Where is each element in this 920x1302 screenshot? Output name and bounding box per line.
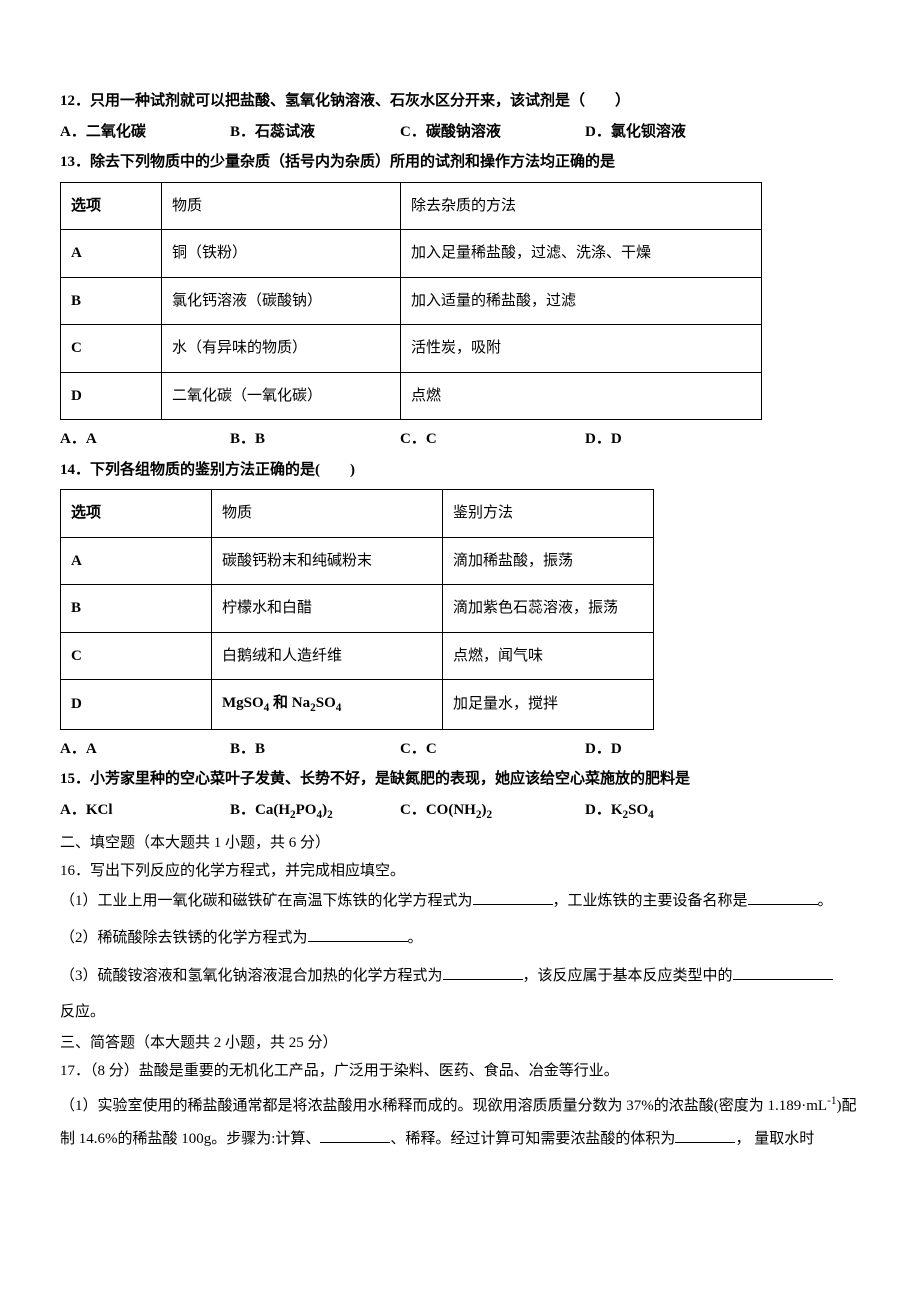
q16-p1b: ，工业炼铁的主要设备名称是 xyxy=(553,893,748,909)
q16-p3: （3）硫酸铵溶液和氢氧化钠溶液混合加热的化学方程式为 ，该反应属于基本反应类型中的 xyxy=(60,964,860,988)
q13-opt-b: B．B xyxy=(230,428,400,451)
table-row: D 二氧化碳（一氧化碳） 点燃 xyxy=(61,372,762,420)
q13-opt-d: D．D xyxy=(585,428,622,451)
q16-p3c: 反应。 xyxy=(60,1001,860,1024)
cell-method: 点燃，闻气味 xyxy=(443,632,654,680)
cell-method: 滴加稀盐酸，振荡 xyxy=(443,537,654,585)
blank xyxy=(320,1127,390,1143)
cell-substance: 二氧化碳（一氧化碳） xyxy=(162,372,401,420)
header-substance: 物质 xyxy=(162,182,401,230)
q16-p2a: （2）稀硫酸除去铁锈的化学方程式为 xyxy=(60,930,308,946)
cell-method: 加入适量的稀盐酸，过滤 xyxy=(401,277,762,325)
q15-opt-d: D．K2SO4 xyxy=(585,799,654,824)
table-row: B 氯化钙溶液（碳酸钠） 加入适量的稀盐酸，过滤 xyxy=(61,277,762,325)
cell-opt: C xyxy=(61,632,212,680)
q16-text: 16．写出下列反应的化学方程式，并完成相应填空。 xyxy=(60,860,860,883)
q15-options: A．KCl B．Ca(H2PO4)2 C．CO(NH2)2 D．K2SO4 xyxy=(60,799,860,824)
q14-opt-d: D．D xyxy=(585,738,622,761)
table-row: A 铜（铁粉） 加入足量稀盐酸，过滤、洗涤、干燥 xyxy=(61,230,762,278)
cell-method: 加入足量稀盐酸，过滤、洗涤、干燥 xyxy=(401,230,762,278)
q12-opt-d: D．氯化钡溶液 xyxy=(585,121,686,144)
q16-p2b: 。 xyxy=(408,930,423,946)
q17-p1c: ， 量取水时 xyxy=(735,1131,814,1147)
cell-substance: 水（有异味的物质） xyxy=(162,325,401,373)
blank xyxy=(733,964,833,980)
blank xyxy=(675,1127,735,1143)
header-option: 选项 xyxy=(61,182,162,230)
cell-method: 点燃 xyxy=(401,372,762,420)
q14-opt-c: C．C xyxy=(400,738,585,761)
table-row: C 白鹅绒和人造纤维 点燃，闻气味 xyxy=(61,632,654,680)
cell-opt: B xyxy=(61,585,212,633)
blank xyxy=(443,964,523,980)
header-substance: 物质 xyxy=(212,490,443,538)
table-row: A 碳酸钙粉末和纯碱粉末 滴加稀盐酸，振荡 xyxy=(61,537,654,585)
section2-header: 二、填空题（本大题共 1 小题，共 6 分） xyxy=(60,832,860,855)
table-row: C 水（有异味的物质） 活性炭，吸附 xyxy=(61,325,762,373)
q13-table: 选项 物质 除去杂质的方法 A 铜（铁粉） 加入足量稀盐酸，过滤、洗涤、干燥 B… xyxy=(60,182,762,421)
q15-opt-a: A．KCl xyxy=(60,799,230,824)
header-option: 选项 xyxy=(61,490,212,538)
q13-text: 13．除去下列物质中的少量杂质（括号内为杂质）所用的试剂和操作方法均正确的是 xyxy=(60,151,860,174)
cell-method: 活性炭，吸附 xyxy=(401,325,762,373)
q12-options: A．二氧化碳 B．石蕊试液 C．碳酸钠溶液 D．氯化钡溶液 xyxy=(60,121,860,144)
q14-table: 选项 物质 鉴别方法 A 碳酸钙粉末和纯碱粉末 滴加稀盐酸，振荡 B 柠檬水和白… xyxy=(60,489,654,730)
cell-substance: 白鹅绒和人造纤维 xyxy=(212,632,443,680)
cell-substance: 柠檬水和白醋 xyxy=(212,585,443,633)
cell-substance: 碳酸钙粉末和纯碱粉末 xyxy=(212,537,443,585)
cell-opt: D xyxy=(61,372,162,420)
q16-p1: （1）工业上用一氧化碳和磁铁矿在高温下炼铁的化学方程式为 ，工业炼铁的主要设备名称… xyxy=(60,889,860,913)
cell-opt: B xyxy=(61,277,162,325)
cell-opt: A xyxy=(61,230,162,278)
table-row: 选项 物质 鉴别方法 xyxy=(61,490,654,538)
q16-p2: （2）稀硫酸除去铁锈的化学方程式为 。 xyxy=(60,926,860,950)
q14-opt-b: B．B xyxy=(230,738,400,761)
cell-substance: 铜（铁粉） xyxy=(162,230,401,278)
cell-opt: D xyxy=(61,680,212,730)
section3-header: 三、简答题（本大题共 2 小题，共 25 分） xyxy=(60,1032,860,1055)
q13-options: A．A B．B C．C D．D xyxy=(60,428,860,451)
q15-text: 15．小芳家里种的空心菜叶子发黄、长势不好，是缺氮肥的表现，她应该给空心菜施放的… xyxy=(60,768,860,791)
table-row: 选项 物质 除去杂质的方法 xyxy=(61,182,762,230)
table-row: B 柠檬水和白醋 滴加紫色石蕊溶液，振荡 xyxy=(61,585,654,633)
cell-substance: MgSO4 和 Na2SO4 xyxy=(212,680,443,730)
cell-substance: 氯化钙溶液（碳酸钠） xyxy=(162,277,401,325)
q17-p1b: 、稀释。经过计算可知需要浓盐酸的体积为 xyxy=(390,1131,675,1147)
q13-opt-a: A．A xyxy=(60,428,230,451)
q12-opt-a: A．二氧化碳 xyxy=(60,121,230,144)
cell-method: 滴加紫色石蕊溶液，振荡 xyxy=(443,585,654,633)
q16-p1a: （1）工业上用一氧化碳和磁铁矿在高温下炼铁的化学方程式为 xyxy=(60,893,473,909)
q17-p1: （1）实验室使用的稀盐酸通常都是将浓盐酸用水稀释而成的。现欲用溶质质量分数为 3… xyxy=(60,1089,860,1156)
q12-opt-b: B．石蕊试液 xyxy=(230,121,400,144)
q17-text: 17．（8 分）盐酸是重要的无机化工产品，广泛用于染料、医药、食品、冶金等行业。 xyxy=(60,1060,860,1083)
cell-opt: C xyxy=(61,325,162,373)
q14-text: 14．下列各组物质的鉴别方法正确的是( ) xyxy=(60,459,860,482)
blank xyxy=(473,889,553,905)
q16-p3a: （3）硫酸铵溶液和氢氧化钠溶液混合加热的化学方程式为 xyxy=(60,968,443,984)
q12-text: 12．只用一种试剂就可以把盐酸、氢氧化钠溶液、石灰水区分开来，该试剂是（ ） xyxy=(60,90,860,113)
header-method: 鉴别方法 xyxy=(443,490,654,538)
q16-p1c: 。 xyxy=(818,893,833,909)
blank xyxy=(748,889,818,905)
cell-opt: A xyxy=(61,537,212,585)
q14-opt-a: A．A xyxy=(60,738,230,761)
q15-opt-b: B．Ca(H2PO4)2 xyxy=(230,799,400,824)
blank xyxy=(308,926,408,942)
q14-options: A．A B．B C．C D．D xyxy=(60,738,860,761)
cell-method: 加足量水，搅拌 xyxy=(443,680,654,730)
q12-opt-c: C．碳酸钠溶液 xyxy=(400,121,585,144)
header-method: 除去杂质的方法 xyxy=(401,182,762,230)
table-row: D MgSO4 和 Na2SO4 加足量水，搅拌 xyxy=(61,680,654,730)
q16-p3b: ，该反应属于基本反应类型中的 xyxy=(523,968,733,984)
q15-opt-c: C．CO(NH2)2 xyxy=(400,799,585,824)
q13-opt-c: C．C xyxy=(400,428,585,451)
